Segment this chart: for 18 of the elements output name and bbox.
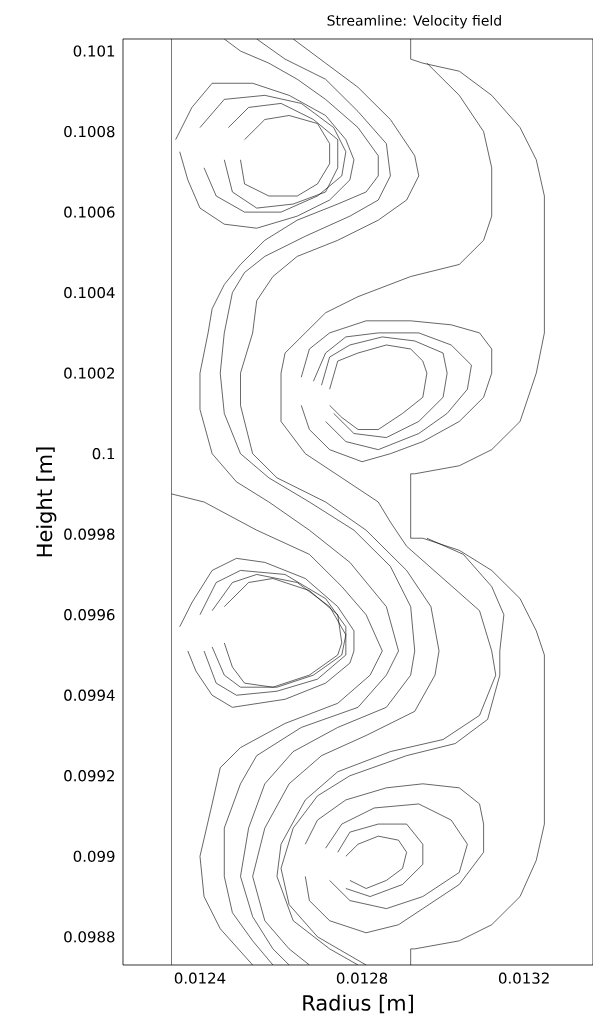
y-axis-title: Height [m]: [36, 447, 57, 557]
chart-title: Streamline: Velocity field: [327, 15, 501, 29]
y-tick-label: 0.1006: [64, 206, 115, 218]
y-tick-label: 0.099: [73, 850, 115, 862]
x-tick-label: 0.0124: [174, 972, 226, 984]
y-tick-label: 0.0998: [64, 528, 115, 540]
y-tick-label: 0.101: [73, 45, 115, 57]
y-tick-label: 0.0996: [64, 609, 115, 621]
x-axis-title: Radius [m]: [303, 994, 413, 1014]
y-tick-label: 0.1002: [64, 367, 114, 379]
x-tick-label: 0.0132: [498, 972, 549, 984]
y-tick-label: 0.0988: [64, 931, 115, 943]
y-tick-label: 0.1004: [64, 286, 115, 299]
x-tick-label: 0.0128: [336, 972, 388, 984]
y-tick-label: 0.0994: [64, 689, 115, 701]
y-tick-label: 0.0992: [64, 770, 114, 782]
y-tick-label: 0.1008: [64, 125, 115, 138]
y-tick-label: 0.1: [92, 448, 115, 460]
